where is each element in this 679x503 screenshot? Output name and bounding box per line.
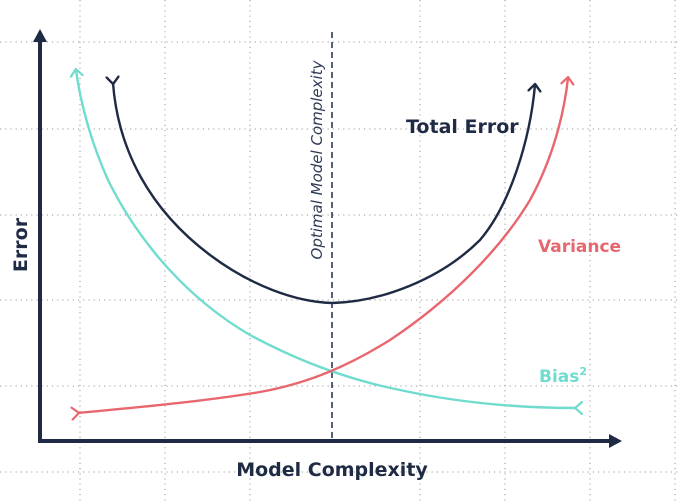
optimal-complexity-label: Optimal Model Complexity (308, 59, 326, 259)
x-axis-label: Model Complexity (236, 459, 428, 481)
total-error-curve (113, 83, 535, 305)
variance-curve (78, 78, 568, 413)
bias-label: Bias2 (539, 365, 587, 387)
y-axis-label: Error (10, 217, 32, 272)
total-error-label: Total Error (406, 116, 519, 138)
bias-label-superscript: 2 (579, 365, 587, 378)
variance-label: Variance (538, 237, 621, 257)
bias-label-text: Bias (539, 367, 579, 387)
